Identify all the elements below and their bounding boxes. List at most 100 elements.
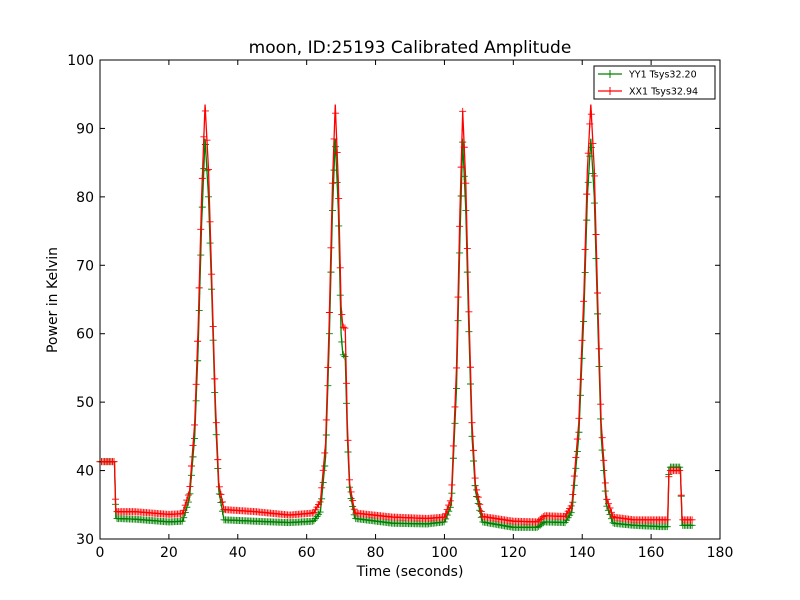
- data-point: [187, 462, 195, 470]
- data-point: [567, 509, 575, 517]
- data-point: [459, 138, 467, 146]
- data-point: [570, 472, 578, 480]
- data-point: [539, 519, 547, 527]
- data-point: [110, 458, 118, 466]
- data-point: [186, 483, 194, 491]
- data-point: [448, 481, 456, 489]
- y-tick-label: 50: [76, 395, 94, 411]
- data-point: [575, 414, 583, 422]
- data-point: [212, 419, 220, 427]
- y-axis: 30 40 50 60 70 80 90 100: [67, 53, 720, 548]
- data-point: [465, 308, 473, 316]
- data-point: [578, 336, 586, 344]
- data-point: [474, 499, 482, 507]
- data-point: [453, 384, 460, 392]
- data-point: [318, 495, 326, 503]
- data-point: [330, 166, 338, 174]
- data-point: [341, 353, 349, 361]
- data-point: [476, 506, 484, 514]
- x-tick-label: 140: [569, 545, 596, 561]
- data-point: [341, 324, 349, 332]
- y-tick-label: 60: [76, 327, 94, 343]
- data-point: [580, 317, 588, 325]
- data-point: [595, 345, 603, 353]
- data-point: [462, 179, 470, 187]
- data-point: [569, 491, 577, 499]
- data-point: [460, 143, 468, 151]
- data-point: [195, 284, 203, 292]
- y-tick-label: 80: [76, 190, 94, 206]
- plot-frame: [99, 59, 721, 540]
- data-point: [663, 516, 671, 524]
- data-point: [604, 500, 612, 508]
- data-point: [180, 506, 188, 514]
- data-point: [539, 513, 547, 521]
- data-point: [580, 297, 588, 305]
- data-point: [316, 508, 324, 516]
- data-point: [189, 441, 197, 449]
- data-point: [321, 462, 329, 470]
- data-point: [321, 449, 329, 457]
- data-point: [594, 289, 602, 297]
- data-point: [598, 446, 606, 454]
- data-point: [329, 179, 336, 187]
- data-point: [325, 309, 333, 317]
- data-point: [318, 484, 326, 492]
- legend-marker: [606, 70, 614, 78]
- legend-box: [593, 65, 716, 100]
- data-point: [471, 474, 479, 482]
- data-point: [201, 107, 209, 115]
- data-point: [451, 403, 459, 411]
- data-point: [573, 447, 581, 455]
- data-point: [197, 225, 205, 233]
- data-point: [198, 203, 206, 211]
- chart-title: moon, ID:25193 Calibrated Amplitude: [249, 38, 572, 58]
- data-point: [344, 436, 352, 444]
- data-point: [319, 466, 327, 474]
- y-tick-label: 100: [67, 53, 94, 69]
- data-point: [477, 508, 485, 516]
- x-tick-label: 80: [367, 545, 385, 561]
- data-point: [198, 174, 206, 182]
- data-point: [308, 509, 316, 517]
- data-point: [191, 421, 199, 429]
- data-point: [609, 519, 617, 527]
- data-point: [203, 167, 211, 175]
- data-point: [609, 513, 617, 521]
- series-xx1: [96, 104, 696, 526]
- data-point: [597, 400, 605, 408]
- data-point: [688, 516, 696, 524]
- data-point: [665, 473, 673, 481]
- data-point: [338, 311, 346, 319]
- data-point: [572, 464, 580, 472]
- data-point: [470, 446, 478, 454]
- data-point: [476, 500, 484, 508]
- x-tick-label: 60: [298, 545, 316, 561]
- data-point: [346, 476, 354, 484]
- data-point: [587, 110, 595, 118]
- data-point: [181, 501, 189, 509]
- data-point: [211, 375, 219, 383]
- data-point: [577, 375, 584, 383]
- x-tick-label: 40: [229, 545, 247, 561]
- data-point: [663, 523, 671, 531]
- legend-marker: [606, 87, 614, 95]
- data-point: [200, 133, 208, 141]
- data-point: [474, 493, 482, 501]
- x-tick-label: 0: [96, 545, 105, 561]
- data-point: [178, 510, 186, 518]
- data-point: [457, 192, 465, 200]
- data-point: [338, 338, 346, 346]
- x-tick-label: 160: [638, 545, 665, 561]
- data-point: [218, 498, 226, 506]
- y-tick-label: 30: [76, 532, 94, 548]
- data-point: [606, 504, 614, 512]
- data-point: [453, 364, 460, 372]
- data-point: [572, 454, 580, 462]
- y-tick-label: 40: [76, 464, 94, 480]
- x-tick-label: 20: [160, 545, 178, 561]
- data-point: [319, 478, 327, 486]
- x-tick-label: 100: [431, 545, 458, 561]
- data-point: [608, 508, 615, 516]
- data-point: [676, 467, 684, 475]
